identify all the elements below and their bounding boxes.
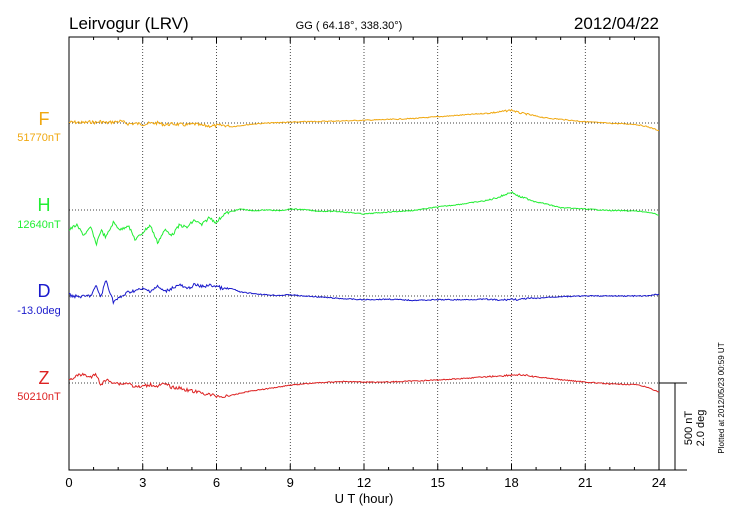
series-name-D: D: [38, 281, 51, 301]
series-line-F: [68, 108, 659, 131]
x-axis: 0 3 6 9 12 15 18 21 24: [65, 37, 666, 490]
x-tick-label-9: 9: [287, 475, 294, 490]
x-tick-label-15: 15: [431, 475, 445, 490]
plotted-note: Plotted at 2012/05/23 00:59 UT: [717, 342, 726, 453]
series-name-F: F: [39, 109, 50, 129]
station-title: Leirvogur (LRV): [69, 14, 189, 33]
series-name-Z: Z: [39, 368, 50, 388]
series-line-Z: [68, 372, 659, 399]
x-tick-label-6: 6: [213, 475, 220, 490]
x-tick-label-3: 3: [139, 475, 146, 490]
scale-label-nt: 500 nT: [683, 411, 695, 446]
grid-lines: [142, 37, 586, 470]
series-baseline-H: 12640nT: [17, 219, 61, 231]
x-tick-label-12: 12: [357, 475, 371, 490]
coordinates-label: GG ( 64.18°, 338.30°): [296, 20, 403, 32]
series-line-D: [68, 280, 660, 305]
series-name-H: H: [38, 195, 51, 215]
x-tick-label-18: 18: [504, 475, 518, 490]
scale-label-deg: 2.0 deg: [695, 410, 707, 447]
traces: [68, 108, 660, 399]
x-tick-label-24: 24: [652, 475, 666, 490]
x-tick-label-0: 0: [65, 475, 72, 490]
x-axis-label: U T (hour): [335, 491, 394, 506]
series-baseline-Z: 50210nT: [17, 391, 61, 403]
scale-bar: 500 nT 2.0 deg: [659, 382, 707, 471]
series-line-H: [68, 191, 660, 247]
x-tick-label-21: 21: [578, 475, 592, 490]
series-baseline-D: -13.0deg: [17, 305, 60, 317]
baseline-lines: [69, 122, 659, 384]
date-label: 2012/04/22: [574, 14, 659, 33]
series-baseline-F: 51770nT: [17, 132, 61, 144]
component-labels: F 51770nT H 12640nT D -13.0deg Z 50210nT: [17, 109, 61, 403]
